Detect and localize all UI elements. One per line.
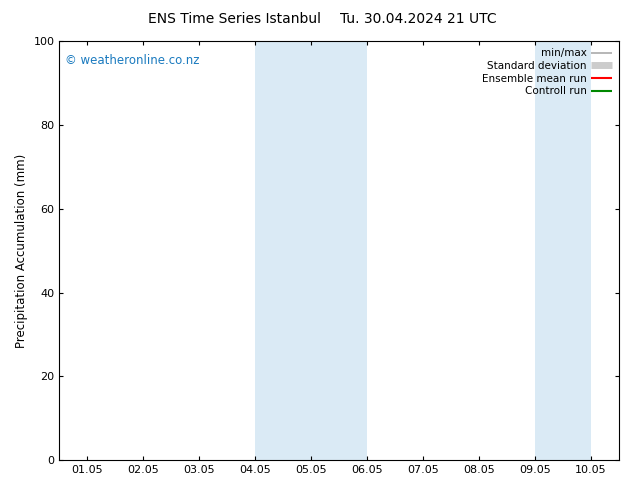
- Bar: [535, 41, 591, 460]
- Legend: min/max, Standard deviation, Ensemble mean run, Controll run: min/max, Standard deviation, Ensemble me…: [480, 46, 614, 98]
- Text: Tu. 30.04.2024 21 UTC: Tu. 30.04.2024 21 UTC: [340, 12, 497, 26]
- Text: ENS Time Series Istanbul: ENS Time Series Istanbul: [148, 12, 321, 26]
- Y-axis label: Precipitation Accumulation (mm): Precipitation Accumulation (mm): [15, 153, 28, 348]
- Bar: [256, 41, 367, 460]
- Text: © weatheronline.co.nz: © weatheronline.co.nz: [65, 53, 200, 67]
